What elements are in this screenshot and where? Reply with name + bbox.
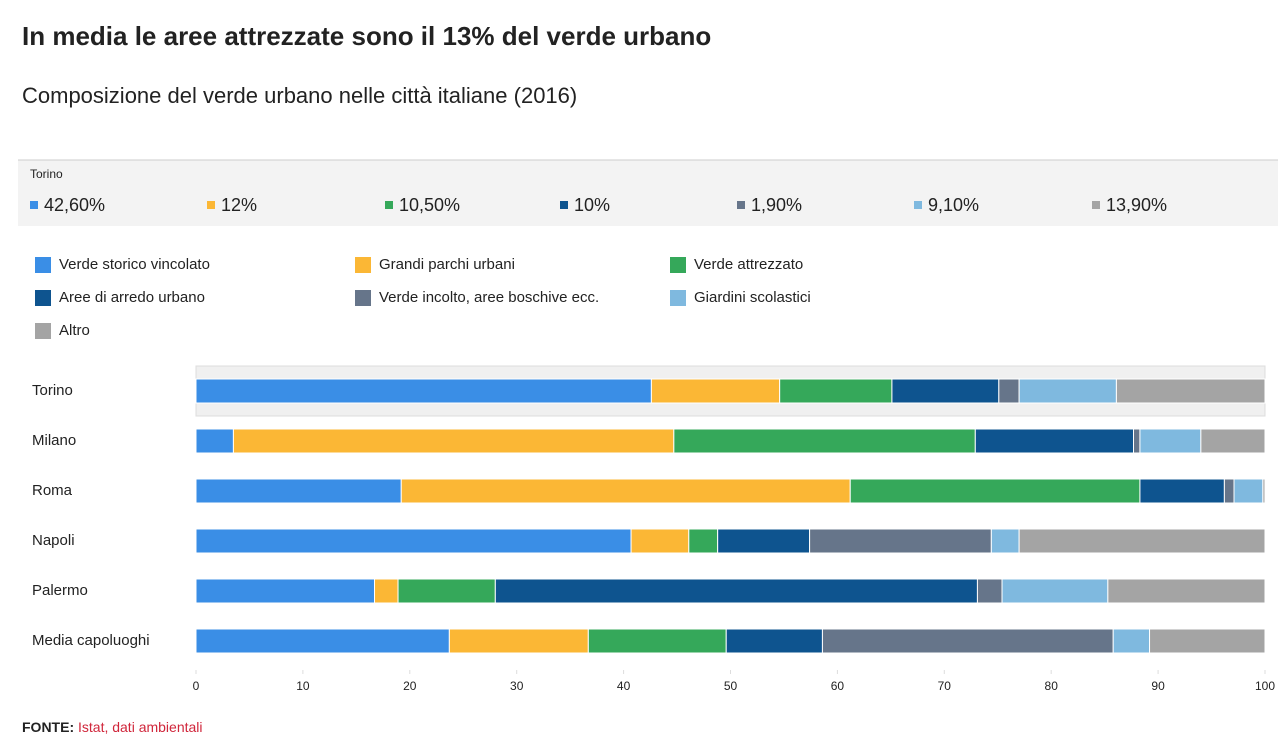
y-tick-label: Milano [32,432,76,449]
bar-segment [717,528,811,554]
bar-segment [195,428,234,454]
x-tick-label: 50 [724,679,738,693]
legend-label: Verde storico vincolato [59,256,210,273]
x-tick-label: 100 [1255,679,1275,693]
source: FONTE: Istat, dati ambientali [22,719,203,735]
legend-label: Aree di arredo urbano [59,289,205,306]
x-tick-label: 0 [193,679,200,693]
bar-segment [1262,478,1266,504]
bar-segment [976,578,1003,604]
legend-swatch [35,257,51,273]
bar-segment [809,528,992,554]
legend-swatch [35,290,51,306]
bar-segment [1200,428,1266,454]
bar-segment [1223,478,1235,504]
tooltip-swatch [1092,201,1100,209]
legend-swatch [355,290,371,306]
bar-segment [990,528,1020,554]
bar-segment [849,478,1141,504]
bar-segment [1149,628,1266,654]
x-tick-label: 60 [831,679,845,693]
tooltip-title: Torino [30,167,63,181]
chart-title: In media le aree attrezzate sono il 13% … [22,21,711,51]
legend-label: Grandi parchi urbani [379,256,515,273]
x-tick-label: 90 [1151,679,1165,693]
tooltip-value: 13,90% [1106,195,1167,215]
legend-label: Altro [59,322,90,339]
bar-segment [587,628,727,654]
bar-segment [1107,578,1266,604]
bar-segment [998,378,1020,404]
bar-segment [650,378,781,404]
bar-segment [630,528,690,554]
bar-segment [821,628,1114,654]
legend-label: Verde incolto, aree boschive ecc. [379,289,599,306]
legend-swatch [355,257,371,273]
x-tick-label: 80 [1045,679,1059,693]
source-link: Istat, dati ambientali [78,719,203,735]
x-tick-label: 40 [617,679,631,693]
tooltip-swatch [385,201,393,209]
source-label: FONTE: [22,719,74,735]
legend-swatch [670,257,686,273]
bar-segment [195,578,376,604]
x-tick-label: 70 [938,679,952,693]
y-tick-label: Media capoluoghi [32,632,150,649]
bar-segment [1018,378,1117,404]
legend-swatch [35,323,51,339]
y-tick-label: Torino [32,382,73,399]
bar-segment [673,428,976,454]
bar-segment [1115,378,1266,404]
bar-segment [1139,428,1202,454]
bar-segment [974,428,1135,454]
legend-swatch [670,290,686,306]
tooltip-value: 10,50% [399,195,460,215]
tooltip-swatch [560,201,568,209]
x-tick-label: 10 [296,679,310,693]
bar-segment [397,578,496,604]
chart-subtitle: Composizione del verde urbano nelle citt… [22,83,577,108]
bar-segment [1133,428,1141,454]
legend-label: Verde attrezzato [694,256,803,273]
y-tick-label: Palermo [32,582,88,599]
bar-segment [1018,528,1266,554]
bar-segment [195,528,632,554]
tooltip-value: 9,10% [928,195,979,215]
tooltip-swatch [737,201,745,209]
tooltip-value: 12% [221,195,257,215]
tooltip-value: 42,60% [44,195,105,215]
x-tick-label: 30 [510,679,524,693]
tooltip-value: 10% [574,195,610,215]
bar-segment [195,378,652,404]
y-tick-label: Roma [32,482,73,499]
bar-segment [725,628,823,654]
tooltip-swatch [30,201,38,209]
bar-segment [400,478,851,504]
bar-segment [232,428,675,454]
bar-segment [195,628,450,654]
bar-segment [779,378,893,404]
bar-segment [1233,478,1264,504]
bar-segment [891,378,1000,404]
tooltip-swatch [207,201,215,209]
x-tick-label: 20 [403,679,417,693]
bar-segment [688,528,719,554]
bar-segment [374,578,399,604]
tooltip-value: 1,90% [751,195,802,215]
bar-segment [494,578,978,604]
bar-segment [1139,478,1225,504]
y-tick-label: Napoli [32,532,75,549]
bar-segment [195,478,402,504]
tooltip-panel [18,160,1278,226]
bar-segment [1001,578,1109,604]
tooltip-swatch [914,201,922,209]
legend-label: Giardini scolastici [694,289,811,306]
bar-segment [1112,628,1151,654]
bar-segment [448,628,589,654]
